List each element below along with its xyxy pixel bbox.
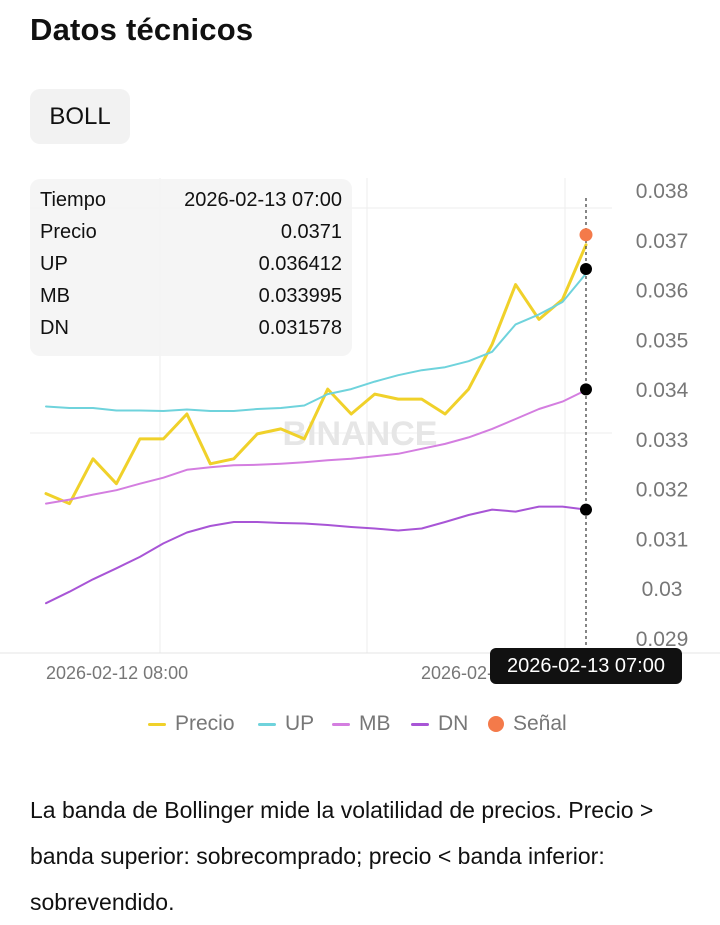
series-line-precio xyxy=(44,243,588,506)
y-tick-label: 0.034 xyxy=(636,379,689,402)
y-tick-label: 0.036 xyxy=(636,280,689,303)
tooltip-value: 0.0371 xyxy=(280,221,342,243)
legend-swatch xyxy=(258,722,276,726)
tooltip-label: MB xyxy=(40,285,70,307)
legend-label: MB xyxy=(359,712,391,735)
page-title: Datos técnicos xyxy=(30,12,254,47)
tooltip-row-dn: DN 0.031578 xyxy=(40,317,342,345)
series-line-dn xyxy=(45,505,587,605)
tooltip-row-up: UP 0.036412 xyxy=(40,253,342,281)
y-tick-label: 0.038 xyxy=(636,180,689,203)
y-tick-label: 0.032 xyxy=(636,479,689,502)
legend-swatch xyxy=(411,722,429,726)
indicator-tab-boll[interactable]: BOLL xyxy=(30,89,130,144)
tooltip-row-time: Tiempo 2026-02-13 07:00 xyxy=(40,189,342,217)
legend-swatch xyxy=(332,722,350,726)
tooltip-label: DN xyxy=(40,317,69,339)
y-tick-label: 0.035 xyxy=(636,329,689,352)
series-line-up xyxy=(45,272,587,412)
legend-item-precio[interactable]: Precio xyxy=(148,706,235,742)
indicator-description: La banda de Bollinger mide la volatilida… xyxy=(30,797,654,915)
legend-item-mb[interactable]: MB xyxy=(332,706,391,742)
tooltip-label: Precio xyxy=(40,221,97,243)
binance-watermark: BINANCE xyxy=(283,415,438,453)
legend-item-up[interactable]: UP xyxy=(258,706,314,742)
y-tick-label: 0.031 xyxy=(636,528,689,551)
crosshair-point xyxy=(580,503,592,516)
tooltip-value: 0.031578 xyxy=(258,317,342,339)
bollinger-chart[interactable]: BINANCE 0.0380.0370.0360.0350.0340.0330.… xyxy=(0,170,720,700)
data-tooltip: Tiempo 2026-02-13 07:00 Precio 0.0371 UP… xyxy=(30,179,352,356)
legend-label: Señal xyxy=(513,712,567,735)
legend-swatch xyxy=(148,722,166,726)
tooltip-row-mb: MB 0.033995 xyxy=(40,285,342,313)
tooltip-row-price: Precio 0.0371 xyxy=(40,221,342,249)
crosshair-markers xyxy=(579,198,593,648)
y-tick-label: 0.033 xyxy=(636,429,689,452)
x-tick-label: 2026-02-12 08:00 xyxy=(46,663,188,683)
legend-item-senal[interactable]: Señal xyxy=(488,706,567,742)
legend-label: DN xyxy=(438,712,469,735)
y-tick-label: 0.03 xyxy=(642,578,683,601)
crosshair-time-label: 2026-02-13 07:00 xyxy=(490,648,682,684)
tooltip-label: Tiempo xyxy=(40,189,106,211)
tooltip-label: UP xyxy=(40,253,68,275)
tooltip-value: 2026-02-13 07:00 xyxy=(184,189,342,211)
y-tick-label: 0.037 xyxy=(636,230,689,253)
crosshair-point xyxy=(580,263,592,276)
chart-legend: Precio UP MB DN Señal xyxy=(0,706,720,742)
signal-point xyxy=(579,228,593,242)
legend-item-dn[interactable]: DN xyxy=(411,706,468,742)
chart-series xyxy=(44,243,588,605)
legend-swatch xyxy=(488,716,504,732)
y-tick-label: 0.029 xyxy=(636,628,689,651)
tooltip-value: 0.033995 xyxy=(258,285,342,307)
legend-label: UP xyxy=(285,712,315,735)
crosshair-point xyxy=(580,383,592,396)
watermark-text: BINANCE xyxy=(283,415,438,453)
tooltip-value: 0.036412 xyxy=(258,253,342,275)
series-line-mb xyxy=(45,389,587,505)
y-axis: 0.038 0.037 0.036 0.035 0.034 0.033 0.032 0.031… xyxy=(636,180,689,651)
legend-label: Precio xyxy=(175,712,235,735)
